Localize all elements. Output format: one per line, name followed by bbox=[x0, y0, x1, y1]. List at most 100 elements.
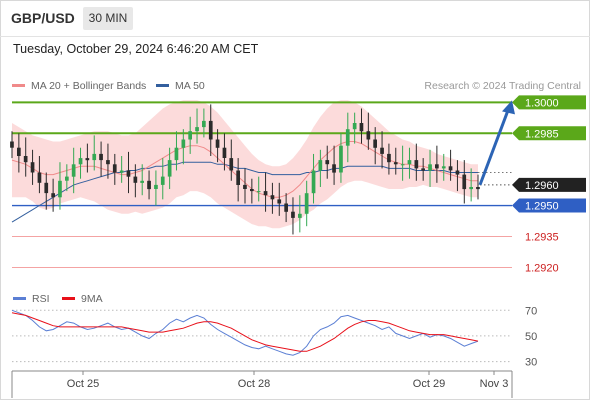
rsi-tick-30: 30 bbox=[525, 357, 537, 369]
candle-body bbox=[407, 160, 412, 165]
candle-body bbox=[380, 147, 384, 154]
instrument-title: GBP/USD bbox=[11, 10, 75, 26]
candle-body bbox=[448, 166, 453, 171]
candle-body bbox=[387, 153, 391, 163]
level-tag-1-2960 bbox=[512, 177, 586, 192]
candle-body bbox=[400, 164, 405, 166]
candle-body bbox=[85, 158, 90, 161]
x-tick-label: Nov 3 bbox=[480, 378, 509, 390]
header-divider bbox=[0, 36, 590, 37]
candle-body bbox=[229, 158, 234, 171]
candle-body bbox=[195, 127, 199, 132]
level-label-1-2935: 1.2935 bbox=[525, 232, 559, 244]
candle-body bbox=[17, 147, 21, 156]
candle-body bbox=[455, 170, 460, 175]
candle-body bbox=[332, 164, 336, 173]
candle-body bbox=[188, 131, 192, 140]
chart-header: GBP/USD 30 MIN bbox=[0, 0, 590, 36]
legend-ma50-label: MA 50 bbox=[175, 80, 205, 92]
candle-body bbox=[154, 184, 158, 189]
rsi-tick-50: 50 bbox=[525, 331, 537, 343]
candle-body bbox=[304, 193, 309, 214]
candle-body bbox=[133, 176, 138, 183]
candle-body bbox=[359, 123, 364, 132]
x-tick-label: Oct 29 bbox=[413, 378, 445, 390]
legend-ma50: MA 50 bbox=[156, 80, 205, 92]
candle-body bbox=[78, 158, 83, 165]
level-label-1-2985: 1.2985 bbox=[525, 128, 559, 140]
candle-body bbox=[160, 176, 165, 185]
candle-body bbox=[126, 170, 131, 177]
level-label-1-3000: 1.3000 bbox=[525, 97, 559, 109]
research-credit: Research © 2024 Trading Central bbox=[424, 80, 581, 92]
candle-body bbox=[469, 187, 473, 190]
level-label-1-2920: 1.2920 bbox=[525, 262, 559, 274]
candle-body bbox=[414, 160, 419, 169]
candle-body bbox=[256, 191, 261, 193]
candle-body bbox=[263, 191, 268, 196]
candle-body bbox=[112, 164, 117, 173]
level-label-1-2960: 1.2960 bbox=[525, 180, 559, 192]
legend-ma20: MA 20 + Bollinger Bands bbox=[12, 80, 146, 92]
rsi-line bbox=[11, 309, 479, 356]
candle-body bbox=[291, 211, 295, 218]
candle-body bbox=[208, 120, 213, 140]
candle-body bbox=[202, 120, 206, 128]
candle-body bbox=[106, 160, 110, 165]
candle-body bbox=[428, 164, 432, 171]
candle-body bbox=[99, 153, 103, 161]
candle-body bbox=[250, 189, 254, 192]
candle-body bbox=[366, 131, 371, 140]
candle-body bbox=[37, 172, 42, 183]
candle-body bbox=[393, 162, 398, 165]
candle-body bbox=[222, 147, 227, 158]
timeframe-badge[interactable]: 30 MIN bbox=[83, 7, 133, 30]
candle-body bbox=[174, 147, 179, 161]
candle-body bbox=[44, 182, 49, 194]
candle-body bbox=[65, 176, 69, 181]
projection-arrow-head bbox=[502, 100, 515, 115]
legend-ma20-label: MA 20 + Bollinger Bands bbox=[31, 80, 147, 92]
candle-body bbox=[147, 180, 151, 190]
candle-body bbox=[373, 139, 377, 148]
candle-body bbox=[243, 184, 247, 189]
ma9-legend-label: 9MA bbox=[81, 293, 103, 305]
level-tag-1-2950 bbox=[512, 198, 586, 213]
ma50-swatch bbox=[156, 83, 169, 87]
level-tag-1-3000 bbox=[512, 95, 586, 110]
candle-body bbox=[311, 170, 316, 194]
candle-body bbox=[181, 139, 186, 148]
candle-body bbox=[352, 123, 357, 130]
x-tick-label: Oct 25 bbox=[67, 378, 99, 390]
candle-body bbox=[277, 199, 282, 204]
candle-body bbox=[236, 170, 240, 185]
candle-body bbox=[284, 203, 288, 212]
candle-body bbox=[270, 195, 275, 200]
candle-body bbox=[298, 213, 302, 218]
candle-body bbox=[23, 156, 28, 163]
candle-body bbox=[58, 180, 62, 198]
rsi-legend-swatch bbox=[13, 297, 26, 300]
candle-body bbox=[92, 153, 97, 161]
rsi-tick-70: 70 bbox=[525, 305, 537, 317]
rsi-9ma-line bbox=[11, 312, 479, 352]
candle-body bbox=[51, 193, 55, 198]
candle-body bbox=[30, 162, 35, 173]
candle-body bbox=[215, 139, 220, 148]
rsi-legend-label: RSI bbox=[32, 293, 50, 305]
candle-body bbox=[476, 187, 480, 190]
candle-body bbox=[167, 160, 172, 177]
candle-body bbox=[421, 168, 425, 171]
ma9-legend-swatch bbox=[62, 297, 75, 300]
level-tag-1-2985 bbox=[512, 126, 586, 141]
candle-body bbox=[441, 166, 446, 169]
candle-body bbox=[71, 164, 76, 177]
candle-body bbox=[140, 180, 144, 183]
candle-body bbox=[435, 164, 439, 169]
candle-body bbox=[339, 145, 343, 173]
candle-body bbox=[462, 174, 467, 190]
candle-body bbox=[318, 160, 323, 171]
projection-arrow-shaft bbox=[478, 109, 510, 186]
candle-body bbox=[10, 141, 14, 148]
